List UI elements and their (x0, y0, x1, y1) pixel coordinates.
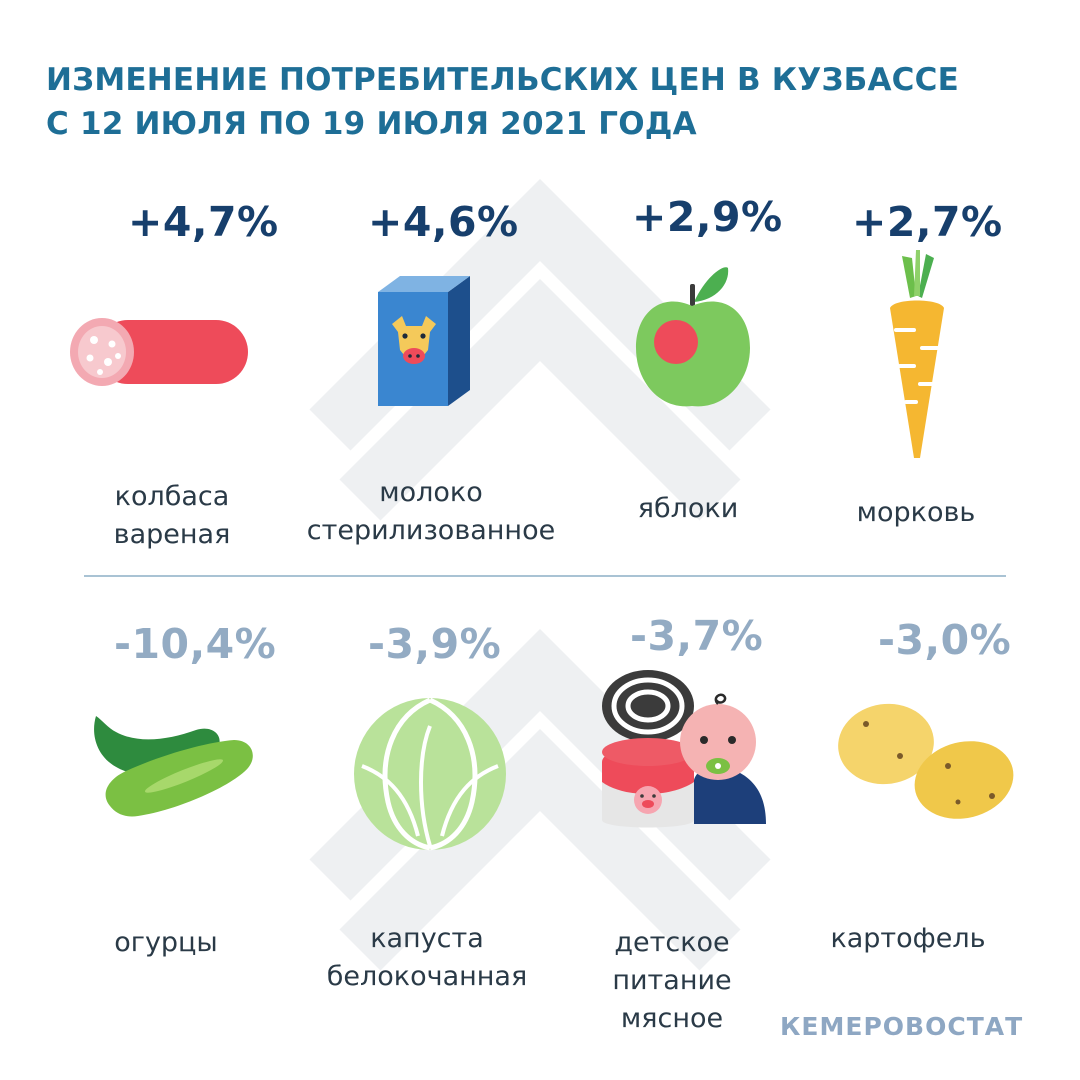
price-change-baby-food: -3,7% (630, 612, 764, 660)
label-carrot: морковь (856, 497, 976, 528)
row-divider (84, 575, 1006, 577)
baby-food-can-icon (602, 670, 766, 828)
title-line-1: ИЗМЕНЕНИЕ ПОТРЕБИТЕЛЬСКИХ ЦЕН В КУЗБАССЕ (46, 62, 959, 98)
price-change-apples: +2,9% (632, 193, 783, 241)
price-change-potato: -3,0% (878, 616, 1012, 664)
label-cabbage: капуста белокочанная (326, 923, 528, 992)
price-change-cucumbers: -10,4% (114, 620, 277, 668)
label-cucumbers: огурцы (114, 927, 218, 958)
sausage-icon (70, 318, 248, 386)
price-change-milk: +4,6% (368, 198, 519, 246)
label-baby-food: детское питание мясное (612, 927, 732, 1034)
cabbage-icon (354, 697, 506, 851)
label-sausage: колбаса вареная (113, 481, 231, 550)
label-milk: молоко стерилизованное (306, 477, 556, 546)
title-line-2: С 12 ИЮЛЯ ПО 19 ИЮЛЯ 2021 ГОДА (46, 106, 697, 142)
label-apples: яблоки (637, 493, 739, 524)
price-change-carrot: +2,7% (852, 198, 1003, 246)
label-potato: картофель (830, 923, 986, 954)
price-change-sausage: +4,7% (128, 198, 279, 246)
milk-carton-icon (378, 276, 470, 406)
apple-icon (636, 267, 750, 407)
cucumber-icon (94, 716, 253, 817)
price-change-cabbage: -3,9% (368, 620, 502, 668)
source-credit: КЕМЕРОВОСТАТ (780, 1012, 1024, 1041)
carrot-icon (890, 250, 944, 458)
page-title: ИЗМЕНЕНИЕ ПОТРЕБИТЕЛЬСКИХ ЦЕН В КУЗБАССЕ… (46, 58, 1046, 146)
potato-icon (838, 703, 1014, 819)
